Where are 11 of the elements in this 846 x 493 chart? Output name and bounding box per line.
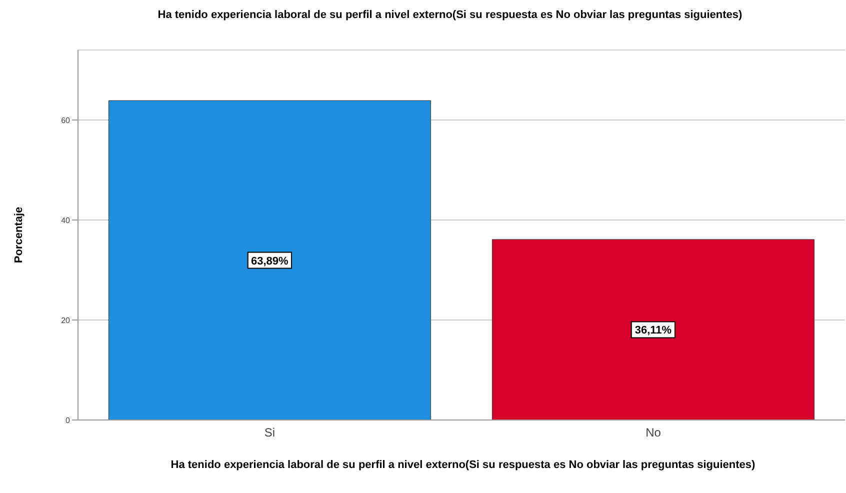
y-tick-label: 60: [61, 116, 71, 125]
data-label: 36,11%: [634, 324, 672, 337]
y-tick-label: 0: [66, 416, 71, 425]
y-tick-label: 40: [61, 216, 71, 225]
y-axis-title: Porcentaje: [12, 206, 25, 264]
y-tick-label: 20: [61, 316, 71, 325]
data-label: 63,89%: [251, 255, 289, 268]
x-axis-title: Ha tenido experiencia laboral de su perfil a nivel externo(Si su respuesta es No obviar las preguntas siguientes): [170, 459, 756, 471]
x-tick-label: No: [646, 426, 662, 440]
x-tick-label: Si: [264, 426, 276, 440]
chart-title: Ha tenido experiencia laboral de su perfil a nivel externo(Si su respuesta es No obviar las preguntas siguientes): [156, 9, 744, 21]
